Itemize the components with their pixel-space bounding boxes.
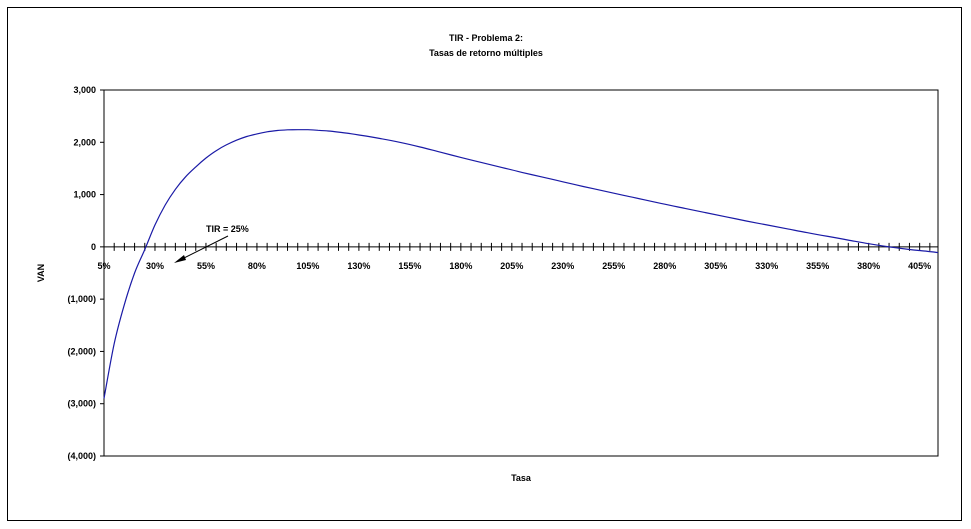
x-tick-label: 405% (908, 261, 931, 271)
y-tick-label: (2,000) (67, 346, 96, 356)
x-axis-title: Tasa (511, 473, 532, 483)
x-tick-label: 355% (806, 261, 829, 271)
plot-area (103, 89, 939, 457)
plot-border (103, 89, 939, 457)
y-tick-label: (1,000) (67, 294, 96, 304)
chart-svg: TIR - Problema 2: Tasas de retorno múlti… (36, 33, 939, 483)
chart-subtitle: Tasas de retorno múltiples (429, 48, 543, 58)
y-tick-label: (3,000) (67, 399, 96, 409)
x-tick-label: 55% (197, 261, 215, 271)
chart-frame: TIR - Problema 2: Tasas de retorno múlti… (7, 7, 962, 521)
series-layer (103, 129, 939, 399)
x-tick-label: 130% (347, 261, 370, 271)
x-tick-label: 80% (248, 261, 266, 271)
van-series-line (103, 129, 939, 399)
x-tick-label: 330% (755, 261, 778, 271)
tir-annotation-arrowhead (174, 255, 186, 263)
x-tick-label: 305% (704, 261, 727, 271)
tir-annotation-label: TIR = 25% (206, 224, 249, 234)
y-tick-label: 3,000 (73, 85, 96, 95)
tir-annotation-arrow (177, 235, 229, 262)
x-tick-label: 30% (146, 261, 164, 271)
x-tick-label: 155% (398, 261, 421, 271)
y-tick-label: 0 (91, 242, 96, 252)
y-axis-title: VAN (36, 264, 46, 282)
x-tick-label: 380% (857, 261, 880, 271)
tir-annotation: TIR = 25% (174, 224, 249, 263)
x-tick-label: 230% (551, 261, 574, 271)
chart-title: TIR - Problema 2: (449, 33, 523, 43)
x-axis: 5% 30% 55% 80% 105% 130% 155% 180% 205% 230% 255% 2… (97, 242, 938, 271)
y-tick-label: (4,000) (67, 451, 96, 461)
y-tick-label: 2,000 (73, 137, 96, 147)
x-tick-label: 255% (602, 261, 625, 271)
x-tick-label: 105% (296, 261, 319, 271)
x-tick-label: 180% (449, 261, 472, 271)
y-tick-label: 1,000 (73, 190, 96, 200)
x-tick-label: 205% (500, 261, 523, 271)
y-axis: 3,000 2,000 1,000 0 (1,000) (2,000) (3,000) (4,… (67, 85, 104, 461)
x-tick-label: 5% (97, 261, 110, 271)
x-tick-label: 280% (653, 261, 676, 271)
